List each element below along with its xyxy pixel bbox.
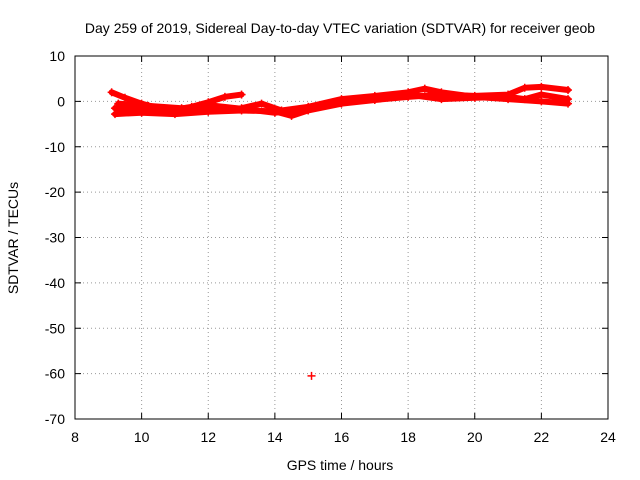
data-point bbox=[564, 86, 573, 95]
data-point bbox=[420, 84, 429, 93]
y-tick-label: 0 bbox=[57, 93, 65, 109]
data-point bbox=[537, 90, 546, 99]
data-point bbox=[337, 97, 346, 106]
y-tick-label: 10 bbox=[49, 48, 65, 64]
x-tick-label: 24 bbox=[600, 429, 616, 445]
data-point bbox=[537, 97, 546, 106]
data-point bbox=[177, 104, 186, 113]
y-tick-label: -30 bbox=[45, 230, 65, 246]
y-tick-label: -70 bbox=[45, 411, 65, 427]
data-point bbox=[220, 92, 229, 101]
x-tick-label: 22 bbox=[534, 429, 550, 445]
data-point bbox=[257, 99, 266, 108]
x-tick-label: 14 bbox=[267, 429, 283, 445]
data-points bbox=[107, 82, 573, 380]
data-point bbox=[437, 95, 446, 104]
y-tick-label: -50 bbox=[45, 320, 65, 336]
y-tick-label: -40 bbox=[45, 275, 65, 291]
data-point bbox=[564, 95, 573, 104]
data-point bbox=[110, 110, 119, 119]
data-point bbox=[107, 88, 116, 97]
data-point bbox=[404, 90, 413, 99]
data-point bbox=[137, 108, 146, 117]
data-point bbox=[144, 101, 153, 110]
x-tick-label: 10 bbox=[134, 429, 150, 445]
data-point bbox=[120, 93, 129, 102]
x-tick-label: 8 bbox=[71, 429, 79, 445]
data-point bbox=[270, 108, 279, 117]
data-point bbox=[307, 371, 316, 380]
x-axis-label: GPS time / hours bbox=[287, 457, 394, 473]
data-point bbox=[244, 105, 253, 114]
data-point bbox=[170, 110, 179, 119]
x-tick-label: 12 bbox=[200, 429, 216, 445]
y-axis-label: SDTVAR / TECUs bbox=[5, 182, 21, 294]
data-point bbox=[237, 90, 246, 99]
x-tick-label: 16 bbox=[334, 429, 350, 445]
data-point bbox=[114, 99, 123, 108]
chart-title: Day 259 of 2019, Sidereal Day-to-day VTE… bbox=[85, 20, 595, 36]
x-tick-label: 20 bbox=[467, 429, 483, 445]
data-point bbox=[520, 95, 529, 104]
y-tick-label: -60 bbox=[45, 366, 65, 382]
data-point bbox=[210, 101, 219, 110]
data-point bbox=[537, 82, 546, 91]
x-tick-label: 18 bbox=[400, 429, 416, 445]
data-point bbox=[520, 83, 529, 92]
data-point bbox=[470, 93, 479, 102]
data-point bbox=[304, 104, 313, 113]
data-point bbox=[370, 95, 379, 104]
series-line bbox=[115, 91, 572, 116]
axis-ticks: 8 10 12 14 16 18 20 22 24 10 0 -10 -20 -30 -40 -50 -60 -7… bbox=[45, 48, 616, 445]
y-tick-label: -20 bbox=[45, 184, 65, 200]
y-tick-label: -10 bbox=[45, 139, 65, 155]
data-point bbox=[504, 92, 513, 101]
